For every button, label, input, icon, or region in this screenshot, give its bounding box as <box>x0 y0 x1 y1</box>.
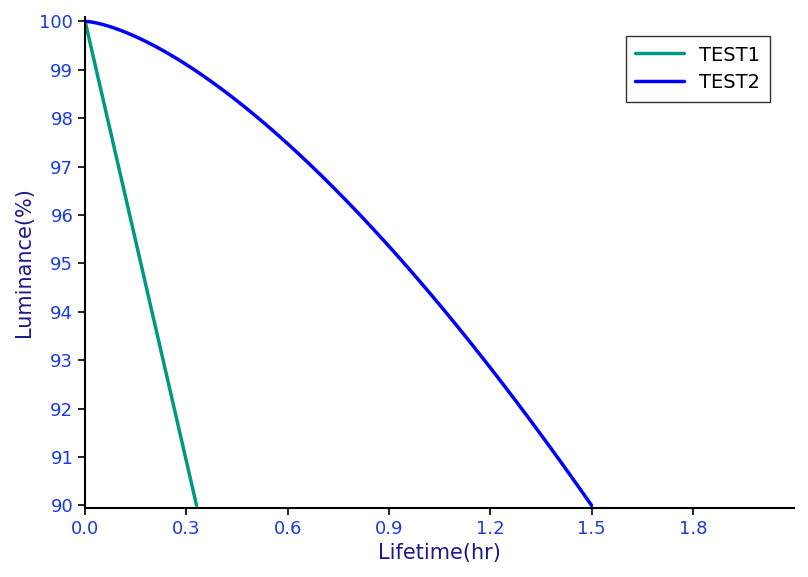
Line: TEST2: TEST2 <box>85 21 591 505</box>
TEST2 <box>321 177 330 183</box>
X-axis label: Lifetime(hr): Lifetime(hr) <box>378 543 501 563</box>
TEST2 <box>574 485 584 492</box>
TEST2 <box>495 377 505 384</box>
TEST2 <box>587 502 596 509</box>
TEST2 <box>354 211 364 218</box>
Y-axis label: Luminance(%): Luminance(%) <box>14 187 34 337</box>
TEST2 <box>80 18 90 25</box>
TEST2 <box>324 179 334 186</box>
Legend: TEST1, TEST2: TEST1, TEST2 <box>625 36 770 102</box>
TEST2 <box>381 240 391 247</box>
